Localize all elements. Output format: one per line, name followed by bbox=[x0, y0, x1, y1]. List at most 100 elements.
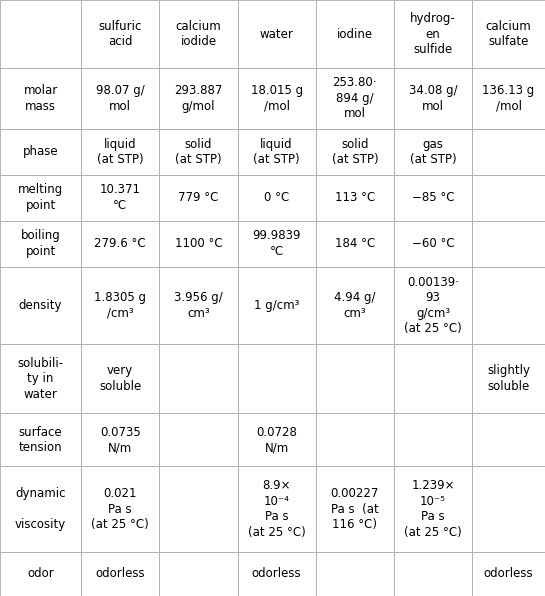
Text: 0 °C: 0 °C bbox=[264, 191, 289, 204]
Text: dynamic

viscosity: dynamic viscosity bbox=[15, 487, 66, 531]
Bar bbox=[0, 68, 81, 129]
Text: −60 °C: −60 °C bbox=[411, 237, 455, 250]
Text: molar
mass: molar mass bbox=[23, 84, 58, 113]
Bar bbox=[81, 266, 159, 344]
Text: odorless: odorless bbox=[95, 567, 145, 581]
Text: 0.021
Pa s
(at 25 °C): 0.021 Pa s (at 25 °C) bbox=[92, 487, 149, 531]
Bar bbox=[0, 551, 81, 596]
Bar bbox=[394, 175, 472, 221]
Bar bbox=[316, 413, 394, 467]
Text: melting
point: melting point bbox=[18, 184, 63, 212]
Bar bbox=[394, 467, 472, 551]
Text: solid
(at STP): solid (at STP) bbox=[331, 138, 378, 166]
Bar bbox=[81, 467, 159, 551]
Text: 98.07 g/
mol: 98.07 g/ mol bbox=[96, 84, 144, 113]
Bar bbox=[394, 551, 472, 596]
Text: liquid
(at STP): liquid (at STP) bbox=[253, 138, 300, 166]
Bar bbox=[472, 266, 545, 344]
Bar bbox=[472, 413, 545, 467]
Text: 293.887
g/mol: 293.887 g/mol bbox=[174, 84, 223, 113]
Bar bbox=[238, 129, 316, 175]
Bar bbox=[316, 0, 394, 68]
Bar bbox=[81, 344, 159, 413]
Bar bbox=[316, 266, 394, 344]
Bar bbox=[316, 467, 394, 551]
Bar bbox=[0, 221, 81, 266]
Bar bbox=[394, 0, 472, 68]
Text: water: water bbox=[260, 27, 294, 41]
Text: calcium
sulfate: calcium sulfate bbox=[486, 20, 531, 48]
Bar bbox=[472, 175, 545, 221]
Bar bbox=[238, 221, 316, 266]
Bar bbox=[159, 221, 238, 266]
Bar bbox=[0, 467, 81, 551]
Bar bbox=[0, 413, 81, 467]
Bar bbox=[472, 0, 545, 68]
Bar bbox=[81, 129, 159, 175]
Bar bbox=[159, 551, 238, 596]
Bar bbox=[472, 551, 545, 596]
Bar bbox=[394, 221, 472, 266]
Bar bbox=[81, 413, 159, 467]
Bar bbox=[159, 175, 238, 221]
Bar bbox=[238, 551, 316, 596]
Text: 113 °C: 113 °C bbox=[335, 191, 375, 204]
Bar bbox=[238, 467, 316, 551]
Text: boiling
point: boiling point bbox=[21, 229, 60, 258]
Bar bbox=[472, 221, 545, 266]
Text: 3.956 g/
cm³: 3.956 g/ cm³ bbox=[174, 291, 223, 319]
Bar bbox=[0, 0, 81, 68]
Bar bbox=[238, 0, 316, 68]
Text: liquid
(at STP): liquid (at STP) bbox=[97, 138, 143, 166]
Bar bbox=[159, 413, 238, 467]
Bar bbox=[159, 344, 238, 413]
Text: 0.00227
Pa s  (at
116 °C): 0.00227 Pa s (at 116 °C) bbox=[331, 487, 379, 531]
Text: 18.015 g
/mol: 18.015 g /mol bbox=[251, 84, 302, 113]
Text: −85 °C: −85 °C bbox=[412, 191, 455, 204]
Bar bbox=[159, 467, 238, 551]
Bar bbox=[316, 129, 394, 175]
Bar bbox=[394, 413, 472, 467]
Bar bbox=[394, 129, 472, 175]
Text: 4.94 g/
cm³: 4.94 g/ cm³ bbox=[334, 291, 376, 319]
Text: hydrog-
en
sulfide: hydrog- en sulfide bbox=[410, 12, 456, 56]
Bar bbox=[394, 344, 472, 413]
Bar bbox=[159, 129, 238, 175]
Bar bbox=[394, 266, 472, 344]
Text: 99.9839
°C: 99.9839 °C bbox=[252, 229, 301, 258]
Bar bbox=[472, 344, 545, 413]
Text: solid
(at STP): solid (at STP) bbox=[175, 138, 222, 166]
Text: odorless: odorless bbox=[252, 567, 301, 581]
Bar bbox=[81, 175, 159, 221]
Text: 779 °C: 779 °C bbox=[178, 191, 219, 204]
Text: 1100 °C: 1100 °C bbox=[174, 237, 222, 250]
Text: 0.0735
N/m: 0.0735 N/m bbox=[100, 426, 141, 454]
Text: 0.00139·
93
g/cm³
(at 25 °C): 0.00139· 93 g/cm³ (at 25 °C) bbox=[404, 276, 462, 335]
Text: 0.0728
N/m: 0.0728 N/m bbox=[256, 426, 297, 454]
Text: 136.13 g
/mol: 136.13 g /mol bbox=[482, 84, 535, 113]
Text: solubili-
ty in
water: solubili- ty in water bbox=[17, 356, 64, 401]
Text: 34.08 g/
mol: 34.08 g/ mol bbox=[409, 84, 457, 113]
Bar bbox=[238, 175, 316, 221]
Bar bbox=[472, 467, 545, 551]
Bar bbox=[81, 221, 159, 266]
Bar bbox=[238, 344, 316, 413]
Text: very
soluble: very soluble bbox=[99, 364, 141, 393]
Bar bbox=[0, 344, 81, 413]
Bar bbox=[316, 551, 394, 596]
Text: phase: phase bbox=[23, 145, 58, 159]
Bar bbox=[316, 221, 394, 266]
Text: 184 °C: 184 °C bbox=[335, 237, 375, 250]
Text: 8.9×
10⁻⁴
Pa s
(at 25 °C): 8.9× 10⁻⁴ Pa s (at 25 °C) bbox=[248, 479, 306, 539]
Text: calcium
iodide: calcium iodide bbox=[175, 20, 221, 48]
Bar bbox=[238, 68, 316, 129]
Text: odor: odor bbox=[27, 567, 54, 581]
Bar bbox=[316, 175, 394, 221]
Bar bbox=[238, 266, 316, 344]
Bar bbox=[159, 68, 238, 129]
Bar bbox=[81, 68, 159, 129]
Text: 1 g/cm³: 1 g/cm³ bbox=[254, 299, 299, 312]
Bar bbox=[0, 175, 81, 221]
Bar bbox=[394, 68, 472, 129]
Bar bbox=[472, 129, 545, 175]
